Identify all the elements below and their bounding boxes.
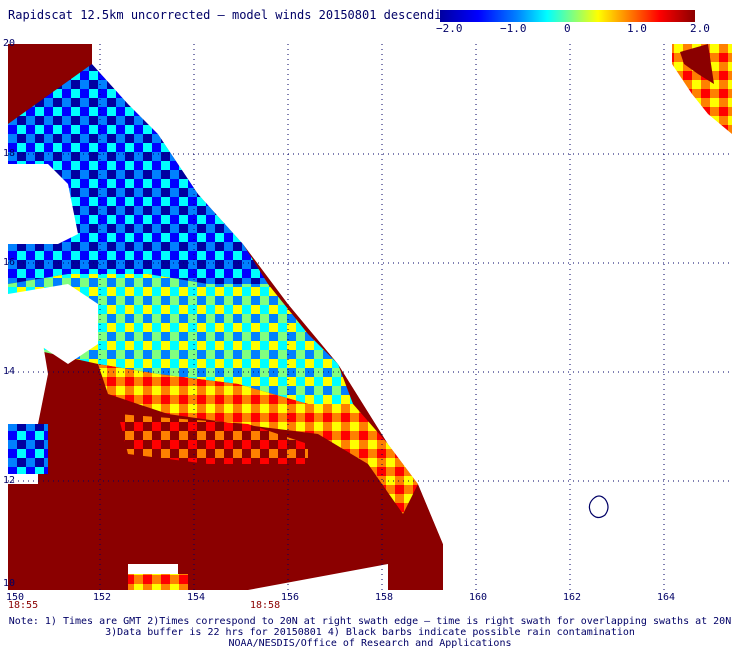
swath-bottom-strip — [128, 574, 188, 590]
data-gap-4 — [8, 474, 38, 484]
island-outline — [588, 495, 609, 519]
data-gap-1 — [8, 164, 78, 244]
wind-map — [8, 44, 732, 590]
y-tick-16: 16 — [3, 257, 16, 268]
y-tick-20: 20 — [3, 38, 16, 49]
colorbar — [440, 10, 695, 22]
footnote: Note: 1) Times are GMT 2)Times correspon… — [0, 616, 740, 649]
x-tick-158: 158 — [375, 592, 394, 603]
swath-edge-cut — [92, 44, 732, 590]
y-tick-12: 12 — [3, 475, 16, 486]
colorbar-label-max: 2.0 — [690, 22, 710, 35]
colorbar-label-zero: 0 — [564, 22, 571, 35]
footnote-line-3: NOAA/NESDIS/Office of Research and Appli… — [228, 638, 512, 649]
x-tick-154: 154 — [187, 592, 206, 603]
swath-sw-patch — [8, 424, 48, 474]
swath-ne-fragment — [672, 44, 732, 134]
footnote-line-1: Note: 1) Times are GMT 2)Times correspon… — [8, 616, 732, 627]
y-tick-10: 10 — [3, 578, 16, 589]
x-tick-162: 162 — [563, 592, 582, 603]
swath-time-right: 18:58 — [250, 600, 281, 611]
swath-warm-edge — [98, 364, 418, 514]
x-tick-160: 160 — [469, 592, 488, 603]
map-title: Rapidscat 12.5km uncorrected — model win… — [8, 8, 456, 22]
swath-speckle — [118, 414, 308, 464]
colorbar-label-pos1: 1.0 — [627, 22, 647, 35]
y-tick-18: 18 — [3, 148, 16, 159]
colorbar-label-min: −2.0 — [436, 22, 463, 35]
swath-bottom-notch — [248, 564, 388, 590]
data-gap-3 — [8, 344, 48, 424]
footnote-line-2: 3)Data buffer is 22 hrs for 20150801 4) … — [105, 627, 635, 638]
y-tick-14: 14 — [3, 366, 16, 377]
swath-time-left: 18:55 — [8, 600, 39, 611]
x-tick-164: 164 — [657, 592, 676, 603]
x-tick-156: 156 — [281, 592, 300, 603]
swath-ne-core — [680, 44, 714, 84]
colorbar-label-neg1: −1.0 — [500, 22, 527, 35]
x-tick-152: 152 — [93, 592, 112, 603]
wind-map-svg — [8, 44, 732, 590]
grid — [8, 44, 732, 590]
x-tick-150: 150 — [6, 592, 25, 603]
